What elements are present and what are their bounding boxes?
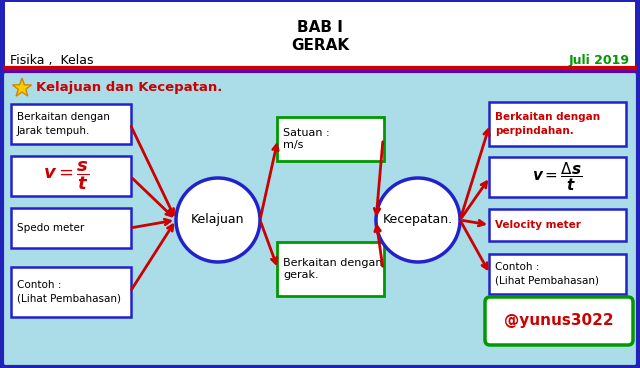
Text: Berkaitan dengan
gerak.: Berkaitan dengan gerak. bbox=[283, 258, 383, 280]
Text: Fisika ,  Kelas: Fisika , Kelas bbox=[10, 54, 93, 67]
Text: Berkaitan dengan
Jarak tempuh.: Berkaitan dengan Jarak tempuh. bbox=[17, 112, 110, 135]
FancyBboxPatch shape bbox=[2, 71, 638, 367]
Text: $\boldsymbol{v} = \dfrac{\boldsymbol{s}}{\boldsymbol{t}}$: $\boldsymbol{v} = \dfrac{\boldsymbol{s}}… bbox=[43, 160, 89, 192]
Text: Kelajuan dan Kecepatan.: Kelajuan dan Kecepatan. bbox=[36, 81, 222, 95]
FancyBboxPatch shape bbox=[11, 267, 131, 317]
FancyBboxPatch shape bbox=[489, 254, 626, 294]
Text: Spedo meter: Spedo meter bbox=[17, 223, 84, 233]
Text: Kelajuan: Kelajuan bbox=[191, 213, 244, 226]
Text: GERAK: GERAK bbox=[291, 38, 349, 53]
FancyBboxPatch shape bbox=[489, 157, 626, 197]
Text: Velocity meter: Velocity meter bbox=[495, 220, 581, 230]
Text: BAB I: BAB I bbox=[297, 20, 343, 35]
FancyBboxPatch shape bbox=[277, 242, 384, 296]
FancyBboxPatch shape bbox=[5, 2, 635, 66]
Text: @yunus3022: @yunus3022 bbox=[504, 314, 614, 329]
Text: Satuan :
m/s: Satuan : m/s bbox=[283, 128, 330, 150]
Polygon shape bbox=[13, 78, 31, 96]
Text: Kecepatan.: Kecepatan. bbox=[383, 213, 453, 226]
FancyBboxPatch shape bbox=[11, 156, 131, 196]
FancyBboxPatch shape bbox=[485, 297, 633, 345]
FancyBboxPatch shape bbox=[277, 117, 384, 161]
Text: $\boldsymbol{v} = \dfrac{\Delta \boldsymbol{s}}{\boldsymbol{t}}$: $\boldsymbol{v} = \dfrac{\Delta \boldsym… bbox=[532, 160, 582, 194]
Text: Berkaitan dengan
perpindahan.: Berkaitan dengan perpindahan. bbox=[495, 112, 600, 135]
Circle shape bbox=[376, 178, 460, 262]
FancyBboxPatch shape bbox=[11, 104, 131, 144]
Text: Contoh :
(Lihat Pembahasan): Contoh : (Lihat Pembahasan) bbox=[495, 262, 599, 286]
Text: Contoh :
(Lihat Pembahasan): Contoh : (Lihat Pembahasan) bbox=[17, 280, 121, 304]
Circle shape bbox=[176, 178, 260, 262]
FancyBboxPatch shape bbox=[489, 102, 626, 146]
FancyBboxPatch shape bbox=[489, 209, 626, 241]
Text: Juli 2019: Juli 2019 bbox=[569, 54, 630, 67]
FancyBboxPatch shape bbox=[11, 208, 131, 248]
